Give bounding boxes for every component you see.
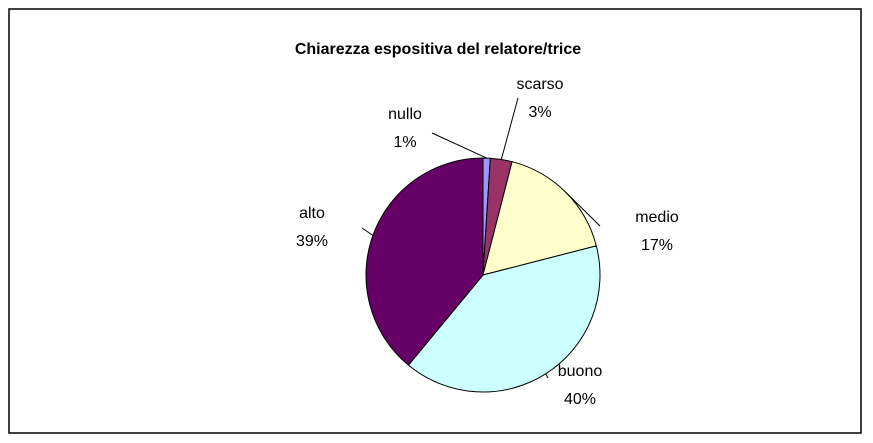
chart-title: Chiarezza espositiva del relatore/trice xyxy=(295,41,581,58)
slice-label: buono xyxy=(558,363,603,380)
slice-label: scarso xyxy=(516,76,563,93)
slice-value-label: 40% xyxy=(564,391,596,408)
leader-line xyxy=(565,191,601,227)
slice-label: medio xyxy=(635,209,679,226)
slice-value-label: 39% xyxy=(296,233,328,250)
leader-line xyxy=(500,97,519,160)
slice-value-label: 1% xyxy=(393,134,416,151)
slice-value-label: 17% xyxy=(641,237,673,254)
leader-line xyxy=(545,373,549,379)
slice-value-label: 3% xyxy=(528,104,551,121)
slice-label: alto xyxy=(299,205,325,222)
leader-line xyxy=(431,132,487,159)
leader-line xyxy=(361,227,374,236)
slice-label: nullo xyxy=(388,106,422,123)
pie-slice xyxy=(482,161,597,276)
pie-slice xyxy=(407,245,601,393)
